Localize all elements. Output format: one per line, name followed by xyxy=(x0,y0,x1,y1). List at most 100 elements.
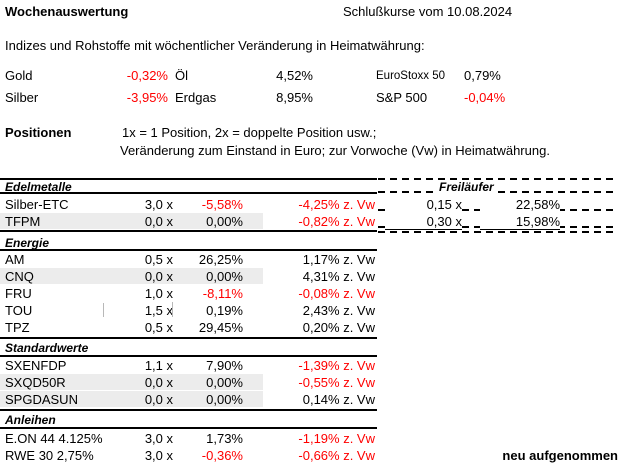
index-value: -0,04% xyxy=(464,90,506,105)
index-value: -3,95% xyxy=(126,90,168,105)
instrument-name: AM xyxy=(5,252,25,267)
index-value: 8,95% xyxy=(276,90,313,105)
divider xyxy=(0,249,377,251)
new-entry-note: neu aufgenommen xyxy=(502,448,618,463)
section-header-freilaeufer: Freiläufer xyxy=(436,180,497,194)
intro-text: Indizes und Rohstoffe mit wöchentlicher … xyxy=(5,38,425,53)
index-name: S&P 500 xyxy=(376,90,428,105)
change-vorwoche: -0,66% z. Vw xyxy=(298,448,375,463)
index-name: Öl xyxy=(175,68,188,83)
change-vorwoche: 1,17% z. Vw xyxy=(302,252,375,267)
table-row: E.ON 44 4.125% 3,0 x 1,73% -1,19% z. Vw xyxy=(0,431,380,447)
position-size: 0,15 x xyxy=(385,197,462,212)
position-size: 1,1 x xyxy=(144,358,173,373)
change-vorwoche: 0,14% z. Vw xyxy=(302,392,375,407)
table-row: RWE 30 2,75% 3,0 x -0,36% -0,66% z. Vw xyxy=(0,448,380,464)
change-einstand: 0,00% xyxy=(206,375,243,390)
position-size: 1,0 x xyxy=(144,286,173,301)
cell-border-artifact xyxy=(103,303,104,317)
table-row: FRU 1,0 x -8,11% -0,08% z. Vw xyxy=(0,286,380,302)
change-value: 15,98% xyxy=(480,214,560,230)
change-einstand: -8,11% xyxy=(202,286,243,301)
cell-border-artifact xyxy=(172,302,173,317)
divider xyxy=(0,427,377,429)
divider xyxy=(0,409,377,411)
position-size: 0,5 x xyxy=(144,252,173,267)
position-size: 3,0 x xyxy=(144,448,173,463)
positions-desc-2: Veränderung zum Einstand in Euro; zur Vo… xyxy=(120,143,550,158)
position-size: 1,5 x xyxy=(144,303,173,318)
row-highlight xyxy=(0,391,263,407)
change-vorwoche: -0,82% z. Vw xyxy=(298,214,375,229)
closing-date-label: Schlußkurse vom 10.08.2024 xyxy=(343,4,513,19)
section-header-edelmetalle: Edelmetalle xyxy=(5,180,72,194)
table-row: TOU 1,5 x 0,19% 2,43% z. Vw xyxy=(0,303,380,319)
index-value: 4,52% xyxy=(276,68,313,83)
change-vorwoche: 2,43% z. Vw xyxy=(302,303,375,318)
instrument-name: FRU xyxy=(5,286,32,301)
instrument-name: E.ON 44 4.125% xyxy=(5,431,103,446)
index-value: 0,79% xyxy=(464,68,501,83)
position-size: 0,0 x xyxy=(144,375,173,390)
change-einstand: 7,90% xyxy=(206,358,243,373)
table-row: SPGDASUN 0,0 x 0,00% 0,14% z. Vw xyxy=(0,392,380,408)
row-highlight xyxy=(0,268,263,284)
position-size: 0,0 x xyxy=(144,214,173,229)
position-size: 0,5 x xyxy=(144,320,173,335)
divider xyxy=(0,355,377,357)
index-name: EuroStoxx 50 xyxy=(376,70,446,82)
table-row: AM 0,5 x 26,25% 1,17% z. Vw xyxy=(0,252,380,268)
table-row: TFPM 0,0 x 0,00% -0,82% z. Vw xyxy=(0,214,380,230)
change-einstand: 0,00% xyxy=(206,392,243,407)
change-einstand: 1,73% xyxy=(206,431,243,446)
change-einstand: 29,45% xyxy=(198,320,243,335)
row-highlight xyxy=(0,374,263,390)
table-row: SXENFDP 1,1 x 7,90% -1,39% z. Vw xyxy=(0,358,380,374)
divider xyxy=(0,178,377,180)
dashed-divider xyxy=(378,178,616,180)
change-vorwoche: -0,08% z. Vw xyxy=(298,286,375,301)
index-name: Silber xyxy=(5,90,39,105)
instrument-name: Silber-ETC xyxy=(5,197,69,212)
row-highlight xyxy=(0,213,263,229)
page-title: Wochenauswertung xyxy=(5,4,129,19)
change-vorwoche: 0,20% z. Vw xyxy=(302,320,375,335)
change-einstand: 0,19% xyxy=(206,303,243,318)
instrument-name: TOU xyxy=(5,303,33,318)
index-value: -0,32% xyxy=(126,68,168,83)
change-vorwoche: -0,55% z. Vw xyxy=(298,375,375,390)
position-size: 0,0 x xyxy=(144,392,173,407)
change-vorwoche: -4,25% z. Vw xyxy=(298,197,375,212)
instrument-name: TFPM xyxy=(5,214,41,229)
change-vorwoche: -1,19% z. Vw xyxy=(298,431,375,446)
index-name: Erdgas xyxy=(175,90,217,105)
position-size: 3,0 x xyxy=(144,431,173,446)
section-header-standardwerte: Standardwerte xyxy=(5,341,89,355)
instrument-name: SXENFDP xyxy=(5,358,67,373)
position-size: 0,30 x xyxy=(385,214,462,230)
change-vorwoche: 4,31% z. Vw xyxy=(302,269,375,284)
dashed-divider xyxy=(378,191,616,193)
dashed-divider xyxy=(378,231,616,233)
instrument-name: CNQ xyxy=(5,269,34,284)
instrument-name: RWE 30 2,75% xyxy=(5,448,94,463)
table-row: SXQD50R 0,0 x 0,00% -0,55% z. Vw xyxy=(0,375,380,391)
change-einstand: 0,00% xyxy=(206,214,243,229)
positions-desc-1: 1x = 1 Position, 2x = doppelte Position … xyxy=(122,125,377,140)
table-row: Silber-ETC 3,0 x -5,58% -4,25% z. Vw xyxy=(0,197,380,213)
table-row: CNQ 0,0 x 0,00% 4,31% z. Vw xyxy=(0,269,380,285)
positions-label: Positionen xyxy=(5,125,72,140)
index-name: Gold xyxy=(5,68,33,83)
table-row: TPZ 0,5 x 29,45% 0,20% z. Vw xyxy=(0,320,380,336)
divider xyxy=(0,192,377,194)
section-header-anleihen: Anleihen xyxy=(5,413,56,427)
divider xyxy=(0,230,377,232)
change-einstand: 26,25% xyxy=(198,252,243,267)
change-value: 22,58% xyxy=(480,197,560,212)
section-header-energie: Energie xyxy=(5,236,50,250)
divider xyxy=(0,337,377,339)
change-einstand: 0,00% xyxy=(206,269,243,284)
position-size: 3,0 x xyxy=(144,197,173,212)
change-einstand: -5,58% xyxy=(201,197,243,212)
position-size: 0,0 x xyxy=(144,269,173,284)
